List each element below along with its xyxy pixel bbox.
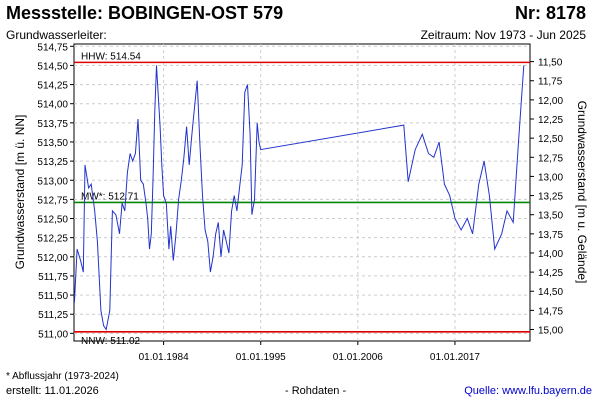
x-tick-label: 01.01.2017 bbox=[430, 352, 480, 363]
nnw-label: NNW: 511.02 bbox=[81, 336, 141, 347]
y-left-tick-label: 514,00 bbox=[37, 100, 68, 111]
grid-lines bbox=[74, 44, 530, 341]
x-tick-label: 01.01.1984 bbox=[139, 352, 189, 363]
raw-data-label: - Rohdaten - bbox=[285, 385, 347, 397]
y-right-tick-label: 12,00 bbox=[538, 96, 563, 107]
plot-area bbox=[73, 43, 531, 342]
station-number: Nr: 8178 bbox=[514, 3, 586, 23]
y-right-tick-label: 14,75 bbox=[538, 306, 563, 317]
y-left-tick-label: 511,00 bbox=[38, 329, 68, 340]
y-left-tick-label: 512,00 bbox=[37, 253, 68, 264]
y-left-tick-label: 513,25 bbox=[37, 157, 68, 168]
y-left-tick-label: 514,75 bbox=[37, 42, 68, 53]
y-right-tick-label: 15,00 bbox=[538, 326, 563, 337]
y-left-tick-label: 514,25 bbox=[37, 81, 68, 92]
source-link[interactable]: Quelle: www.lfu.bayern.de bbox=[464, 385, 592, 397]
y-right-tick-label: 12,50 bbox=[538, 134, 563, 145]
series-layer bbox=[73, 65, 525, 331]
y-right-tick-label: 13,25 bbox=[538, 192, 563, 203]
aquifer-label: Grundwasserleiter: bbox=[6, 28, 107, 42]
y-left-tick-label: 511,25 bbox=[38, 310, 68, 321]
y-right-tick-label: 12,75 bbox=[538, 153, 563, 164]
y-right-tick-label: 14,50 bbox=[538, 287, 563, 298]
y-axis-right-label: Grundwasserstand [m u. Gelände] bbox=[575, 101, 589, 284]
y-right-tick-label: 12,25 bbox=[538, 115, 563, 126]
x-tick-label: 01.01.1995 bbox=[236, 352, 286, 363]
y-right-tick-label: 11,75 bbox=[538, 77, 563, 88]
y-left-tick-label: 511,50 bbox=[38, 291, 68, 302]
y-right-tick-label: 13,00 bbox=[538, 172, 563, 183]
reference-lines: HHW: 514.54 MW*: 512.71 NNW: 511.02 bbox=[74, 51, 530, 347]
y-right-tick-label: 14,25 bbox=[538, 268, 563, 279]
created-date: erstellt: 11.01.2026 bbox=[6, 385, 99, 397]
y-right-tick-label: 13,75 bbox=[538, 230, 563, 241]
hhw-label: HHW: 514.54 bbox=[81, 51, 141, 62]
y-right-tick-label: 14,00 bbox=[538, 249, 563, 260]
y-left-tick-label: 512,75 bbox=[37, 195, 68, 206]
x-tick-label: 01.01.2006 bbox=[333, 352, 383, 363]
y-right-tick-label: 11,50 bbox=[538, 58, 563, 69]
y-left-tick-label: 513,50 bbox=[37, 138, 68, 149]
footnote-abflussjahr: * Abflussjahr (1973-2024) bbox=[6, 371, 119, 382]
y-right-tick-label: 13,50 bbox=[538, 211, 563, 222]
y-left-tick-label: 513,75 bbox=[37, 119, 68, 130]
y-left-tick-label: 514,50 bbox=[37, 61, 68, 72]
y-axis-left-label: Grundwasserstand [m ü. NN] bbox=[13, 115, 27, 270]
time-range-label: Zeitraum: Nov 1973 - Jun 2025 bbox=[420, 28, 586, 42]
mw-label: MW*: 512.71 bbox=[81, 191, 139, 202]
station-title: Messstelle: BOBINGEN-OST 579 bbox=[6, 3, 284, 23]
y-left-tick-label: 513,00 bbox=[37, 176, 68, 187]
y-left-tick-label: 512,25 bbox=[37, 234, 68, 245]
y-left-tick-label: 512,50 bbox=[37, 215, 68, 226]
axis-labels: 511,00 511,25 511,50 511,75 512,00 512,25 512,… bbox=[37, 42, 563, 363]
y-left-tick-label: 511,75 bbox=[38, 272, 68, 283]
series-line bbox=[73, 65, 525, 331]
